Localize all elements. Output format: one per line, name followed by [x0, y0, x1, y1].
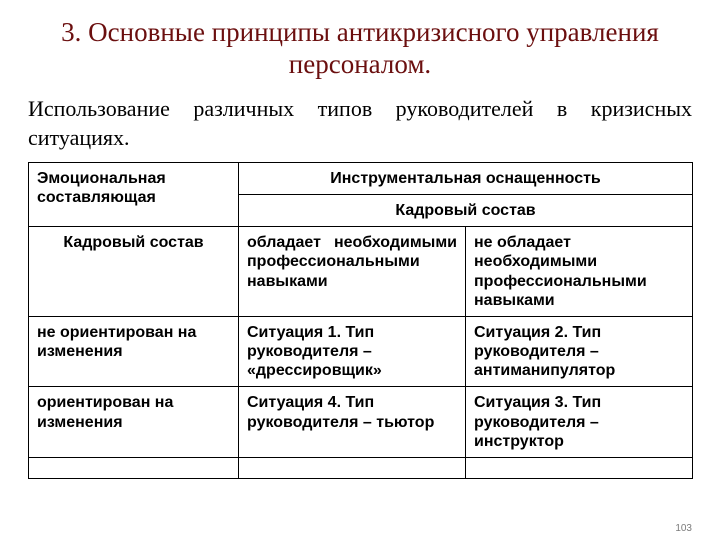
subheader-no-skills: не обладает необходимыми профессиональны… — [466, 227, 693, 317]
table-header-row-1: Эмоциональная составляющая Инструменталь… — [29, 162, 693, 194]
table-row: ориентирован на изменения Ситуация 4. Ти… — [29, 387, 693, 458]
header-staff-top: Кадровый состав — [239, 194, 693, 226]
slide-title: 3. Основные принципы антикризисного упра… — [28, 16, 692, 81]
header-instrumental: Инструментальная оснащенность — [239, 162, 693, 194]
page-number: 103 — [675, 523, 692, 534]
row2-label: ориентирован на изменения — [29, 387, 239, 458]
subtitle-line-2: ситуациях. — [28, 124, 692, 152]
row1-label: не ориентирован на изменения — [29, 316, 239, 387]
row1-cell1: Ситуация 1. Тип руководителя – «дрессиро… — [239, 316, 466, 387]
slide-container: 3. Основные принципы антикризисного упра… — [0, 0, 720, 540]
table-empty-row — [29, 458, 693, 479]
row1-cell2: Ситуация 2. Тип руководителя – антиманип… — [466, 316, 693, 387]
table-subheader-row: Кадровый состав обладает необходимыми пр… — [29, 227, 693, 317]
row2-cell2: Ситуация 3. Тип руководителя – инструкто… — [466, 387, 693, 458]
subheader-has-skills: обладает необходимыми профессиональными … — [239, 227, 466, 317]
subtitle-line-1: Использование различных типов руководите… — [28, 95, 692, 123]
header-staff-left: Кадровый состав — [29, 227, 239, 317]
table-row: не ориентирован на изменения Ситуация 1.… — [29, 316, 693, 387]
manager-types-table: Эмоциональная составляющая Инструменталь… — [28, 162, 693, 479]
header-emotional: Эмоциональная составляющая — [29, 162, 239, 226]
row2-cell1: Ситуация 4. Тип руководителя – тьютор — [239, 387, 466, 458]
